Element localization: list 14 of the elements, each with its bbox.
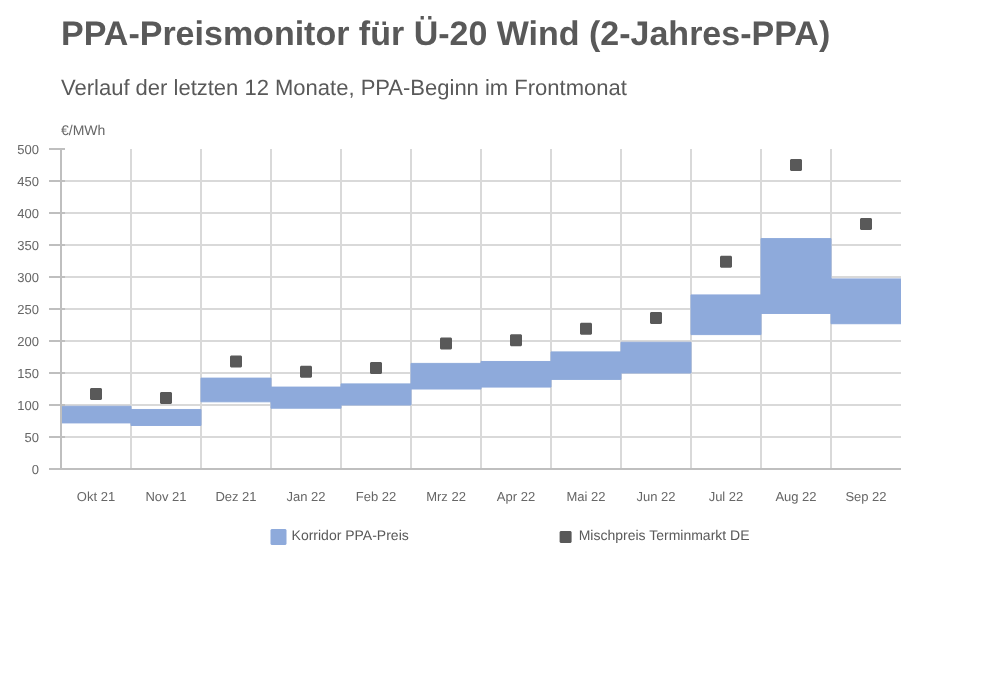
point xyxy=(440,337,452,350)
point xyxy=(160,391,172,404)
point xyxy=(650,311,662,324)
point xyxy=(580,322,592,335)
point xyxy=(790,159,802,171)
point xyxy=(860,217,872,230)
point xyxy=(90,388,102,401)
point xyxy=(720,255,732,268)
chart-title: PPA-Preismonitor für Ü-20 Wind (2-Jahres-PPA) xyxy=(61,15,831,53)
point xyxy=(370,361,382,374)
point xyxy=(510,334,522,347)
point xyxy=(230,355,242,368)
chart-subtitle: Verlauf der letzten 12 Monate, PPA-Beginn im Frontmonat xyxy=(61,77,627,101)
point xyxy=(300,365,312,378)
